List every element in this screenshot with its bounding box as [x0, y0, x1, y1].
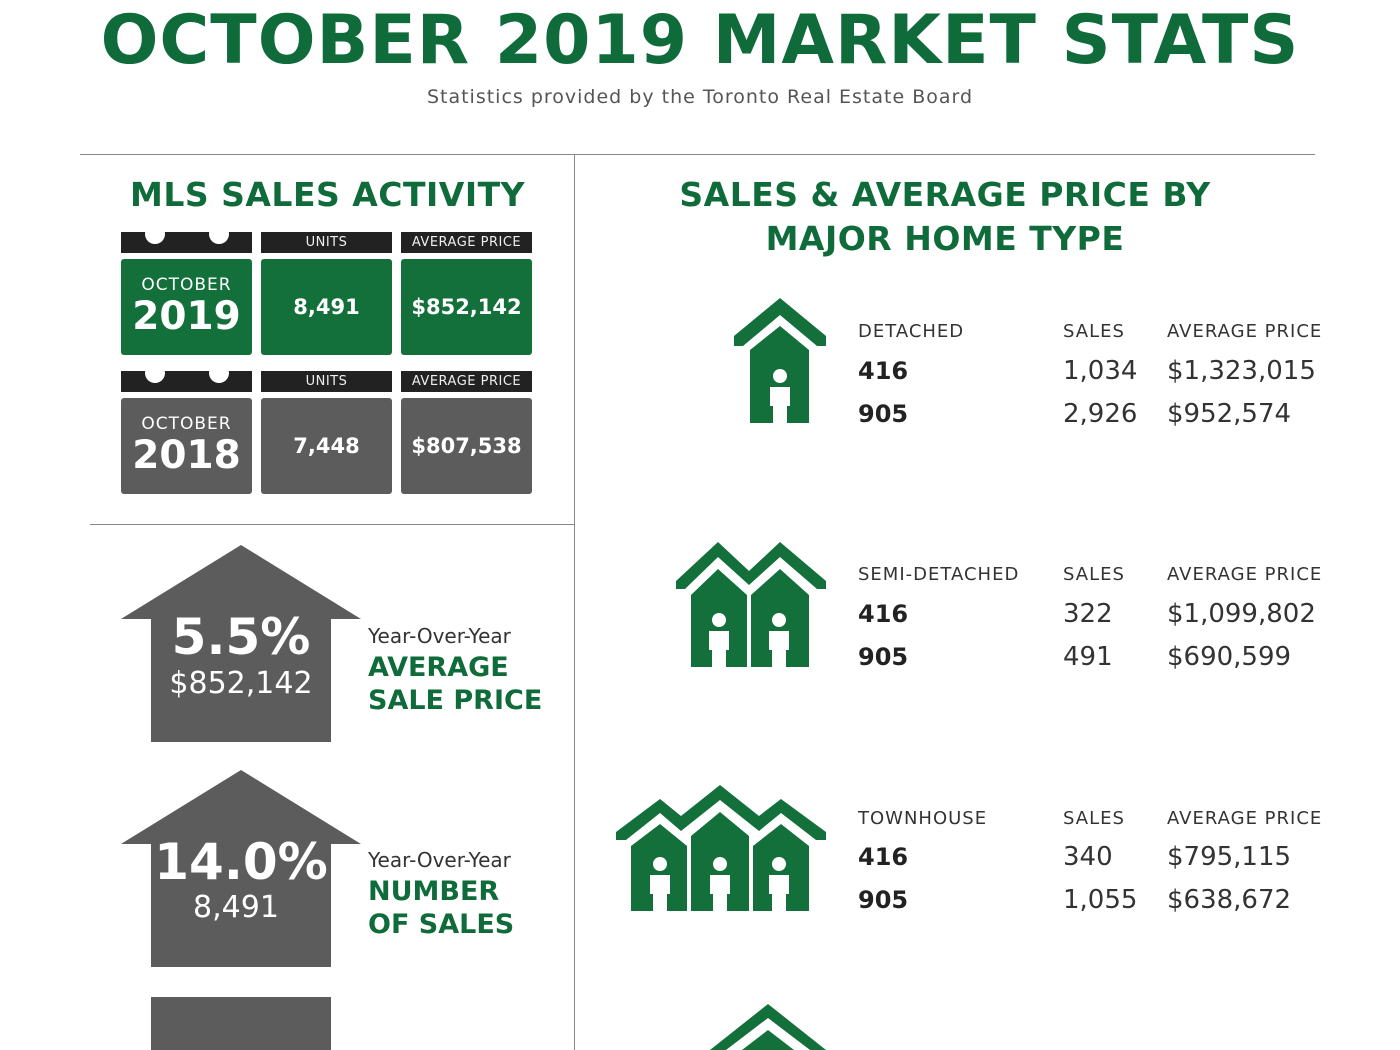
period-cell: OCTOBER 2019 — [121, 259, 252, 355]
period-cell: OCTOBER 2018 — [121, 398, 252, 494]
region-label: 416 — [858, 600, 909, 628]
sales-header: SALES — [1063, 564, 1125, 585]
calendar-tab — [121, 363, 252, 392]
region-label: 905 — [858, 886, 909, 914]
price-value: $795,115 — [1167, 842, 1292, 872]
units-cell: 7,448 — [261, 398, 392, 494]
page-subtitle: Statistics provided by the Toronto Real … — [426, 86, 974, 108]
price-value: $690,599 — [1167, 642, 1292, 672]
yoy-value: 8,491 — [193, 890, 279, 925]
price-header: AVERAGE PRICE — [1167, 321, 1323, 342]
period-year: 2019 — [132, 294, 241, 339]
price-value: $1,323,015 — [1167, 356, 1316, 386]
sales-value: 340 — [1063, 842, 1113, 872]
yoy-caption: Year-Over-Year — [368, 848, 511, 872]
yoy-percent: 14.0% — [154, 833, 328, 891]
home-type-title-line2: MAJOR HOME TYPE — [765, 219, 1125, 258]
price-tab: AVERAGE PRICE — [401, 232, 532, 253]
price-value: $638,672 — [1167, 885, 1292, 915]
townhouse-icon — [616, 785, 826, 911]
units-tab: UNITS — [261, 371, 392, 392]
detached-house-icon — [734, 298, 826, 423]
home-type-title-line1: SALES & AVERAGE PRICE BY — [679, 175, 1211, 214]
units-value: 8,491 — [293, 295, 360, 319]
price-header: AVERAGE PRICE — [1167, 808, 1323, 829]
region-label: 905 — [858, 400, 909, 428]
partial-arrow-block — [151, 997, 331, 1050]
price-cell: $852,142 — [401, 259, 532, 355]
sales-value: 491 — [1063, 642, 1113, 672]
yoy-label-line2: SALE PRICE — [368, 685, 543, 716]
price-value: $852,142 — [411, 295, 522, 319]
units-tab: UNITS — [261, 232, 392, 253]
page-title: OCTOBER 2019 MARKET STATS — [100, 1, 1300, 80]
region-label: 416 — [858, 843, 909, 871]
price-cell: $807,538 — [401, 398, 532, 494]
calendar-tab — [121, 224, 252, 253]
yoy-caption: Year-Over-Year — [368, 624, 511, 648]
price-tab: AVERAGE PRICE — [401, 371, 532, 392]
region-label: 416 — [858, 357, 909, 385]
sales-value: 322 — [1063, 599, 1113, 629]
mls-section-title: MLS SALES ACTIVITY — [129, 175, 526, 214]
yoy-percent: 5.5% — [171, 608, 311, 666]
up-arrow-icon — [121, 770, 361, 967]
type-name: DETACHED — [858, 321, 965, 342]
period-year: 2018 — [132, 433, 241, 478]
type-name: SEMI-DETACHED — [858, 564, 1020, 585]
yoy-label-line1: AVERAGE — [368, 652, 509, 683]
price-header: AVERAGE PRICE — [1167, 564, 1323, 585]
column-divider — [574, 155, 575, 1050]
units-cell: 8,491 — [261, 259, 392, 355]
price-value: $807,538 — [411, 434, 522, 458]
period-month: OCTOBER — [141, 414, 232, 434]
price-value: $952,574 — [1167, 399, 1292, 429]
top-divider — [80, 154, 1315, 155]
units-value: 7,448 — [293, 434, 360, 458]
region-label: 905 — [858, 643, 909, 671]
sales-header: SALES — [1063, 321, 1125, 342]
yoy-label-line2: OF SALES — [368, 909, 515, 940]
left-section-divider — [90, 524, 574, 525]
period-month: OCTOBER — [141, 275, 232, 295]
house-icon-partial — [710, 1004, 826, 1050]
type-name: TOWNHOUSE — [858, 808, 988, 829]
sales-header: SALES — [1063, 808, 1125, 829]
sales-value: 1,055 — [1063, 885, 1138, 915]
semi-detached-house-icon — [676, 542, 826, 667]
sales-value: 2,926 — [1063, 399, 1138, 429]
sales-value: 1,034 — [1063, 356, 1138, 386]
yoy-label-line1: NUMBER — [368, 876, 500, 907]
up-arrow-icon — [121, 545, 361, 742]
yoy-value: $852,142 — [169, 666, 313, 701]
price-value: $1,099,802 — [1167, 599, 1316, 629]
